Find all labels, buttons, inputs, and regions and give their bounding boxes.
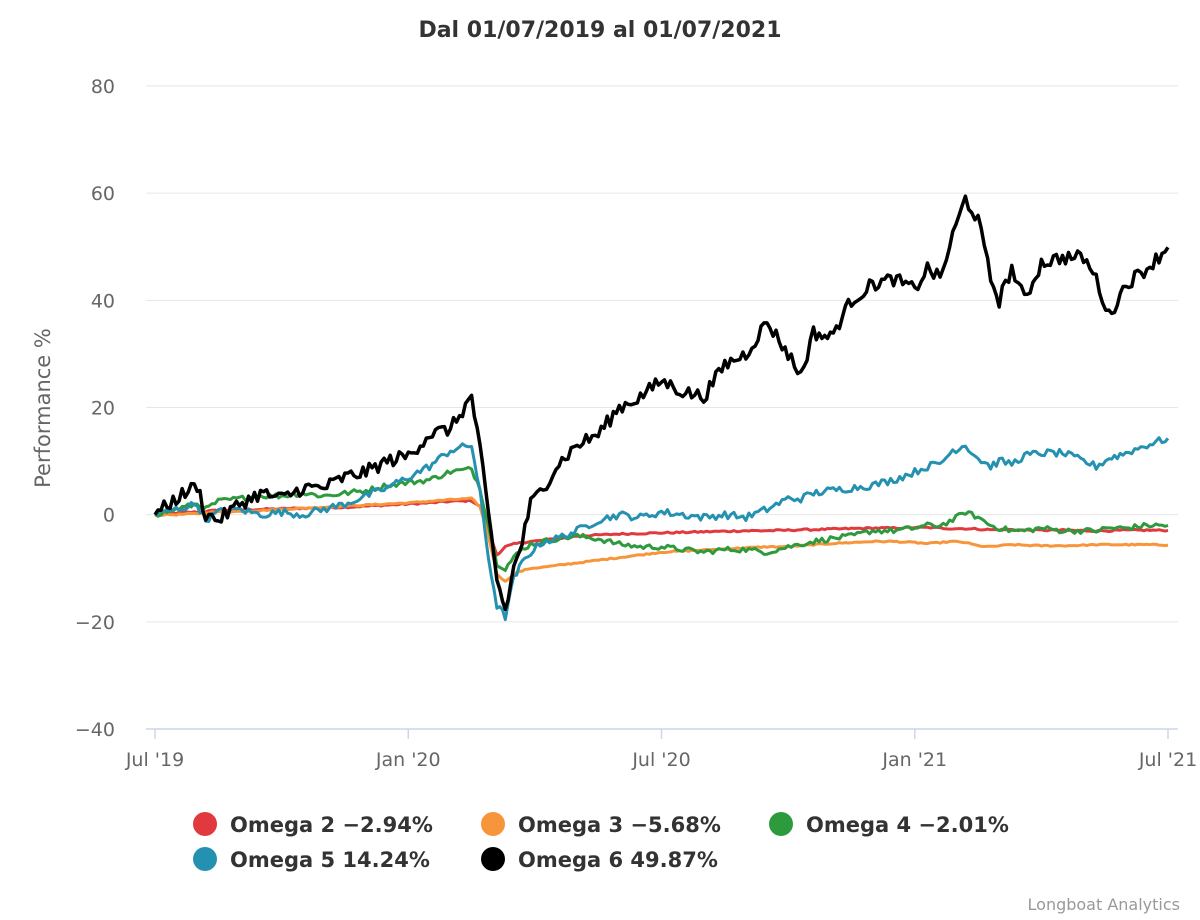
legend: Omega 2 −2.94% Omega 3 −5.68% Omega 4 −2.0…: [193, 812, 1009, 872]
y-tick-label: 60: [91, 183, 115, 205]
x-tick-label: Jul '21: [1138, 749, 1197, 771]
y-axis-label: Performance %: [31, 328, 55, 488]
y-tick-label: −40: [75, 719, 115, 741]
y-tick-label: 0: [103, 505, 115, 527]
series-line-omega-6[interactable]: [153, 194, 1170, 612]
legend-item[interactable]: Omega 3 −5.68%: [481, 812, 721, 837]
x-axis: Jul '19 Jan '20 Jul '20 Jan '21 Jul '21: [125, 728, 1197, 771]
y-tick-label: 40: [91, 290, 115, 312]
grid-lines: [146, 85, 1178, 623]
legend-marker-icon: [193, 847, 217, 871]
x-tick-label: Jan '20: [375, 749, 441, 771]
chart-title: Dal 01/07/2019 al 01/07/2021: [418, 18, 781, 43]
x-tick-label: Jul '20: [631, 749, 690, 771]
legend-item[interactable]: Omega 2 −2.94%: [193, 812, 433, 837]
legend-item[interactable]: Omega 4 −2.01%: [769, 812, 1009, 837]
legend-label: Omega 5 14.24%: [230, 848, 430, 872]
credit-text[interactable]: Longboat Analytics: [1028, 895, 1180, 914]
x-tick-label: Jul '19: [125, 749, 184, 771]
x-tick-label: Jan '21: [881, 749, 947, 771]
legend-item[interactable]: Omega 6 49.87%: [481, 847, 718, 872]
legend-label: Omega 2 −2.94%: [230, 813, 433, 837]
series-line-omega-4[interactable]: [154, 465, 1169, 572]
legend-marker-icon: [769, 812, 793, 836]
y-tick-label: 80: [91, 76, 115, 98]
legend-item[interactable]: Omega 5 14.24%: [193, 847, 430, 872]
series-line-omega-5[interactable]: [154, 436, 1170, 622]
y-axis-ticks: 80 60 40 20 0 −20 −40: [75, 76, 115, 741]
legend-label: Omega 6 49.87%: [518, 848, 718, 872]
y-tick-label: −20: [75, 612, 115, 634]
legend-label: Omega 3 −5.68%: [518, 813, 721, 837]
legend-marker-icon: [193, 812, 217, 836]
legend-marker-icon: [481, 812, 505, 836]
y-tick-label: 20: [91, 398, 115, 420]
legend-marker-icon: [481, 847, 505, 871]
series-lines: [153, 194, 1170, 622]
legend-label: Omega 4 −2.01%: [806, 813, 1009, 837]
